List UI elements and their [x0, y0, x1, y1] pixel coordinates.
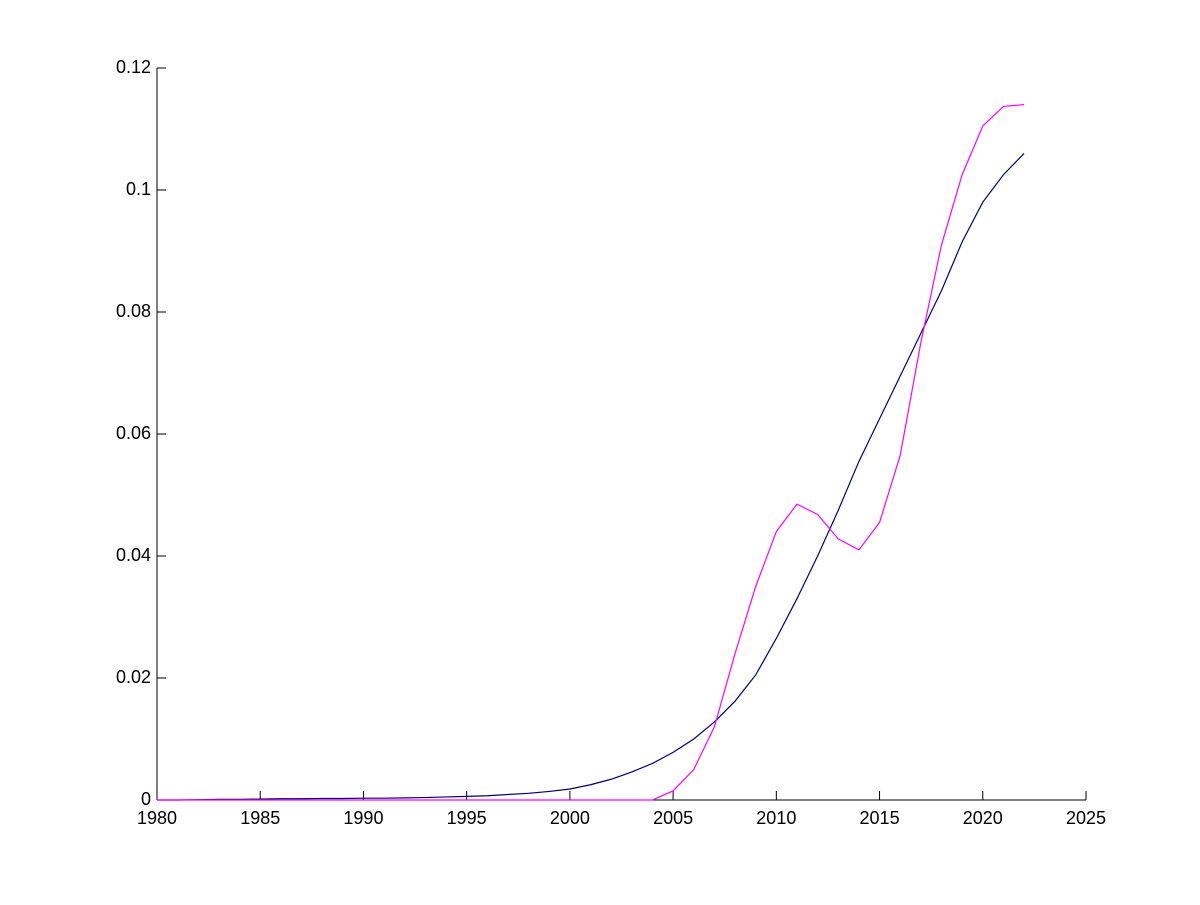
y-tick-label: 0.04: [116, 545, 151, 565]
y-tick-label: 0.1: [126, 179, 151, 199]
y-tick-label: 0: [141, 789, 151, 809]
x-tick-label: 2010: [756, 808, 796, 828]
x-tick-label: 2025: [1066, 808, 1106, 828]
data-line: [157, 104, 1025, 801]
x-tick-label: 2015: [860, 808, 900, 828]
x-tick-label: 1995: [447, 808, 487, 828]
data-line: [157, 152, 1025, 801]
y-tick-label: 0.12: [116, 57, 151, 77]
y-tick-label: 0.06: [116, 423, 151, 443]
x-tick-label: 2000: [550, 808, 590, 828]
x-tick-label: 1980: [137, 808, 177, 828]
y-tick-label: 0.08: [116, 301, 151, 321]
x-tick-label: 2020: [963, 808, 1003, 828]
x-tick-label: 1985: [240, 808, 280, 828]
x-tick-label: 2005: [653, 808, 693, 828]
x-tick-label: 1990: [343, 808, 383, 828]
y-tick-label: 0.02: [116, 667, 151, 687]
